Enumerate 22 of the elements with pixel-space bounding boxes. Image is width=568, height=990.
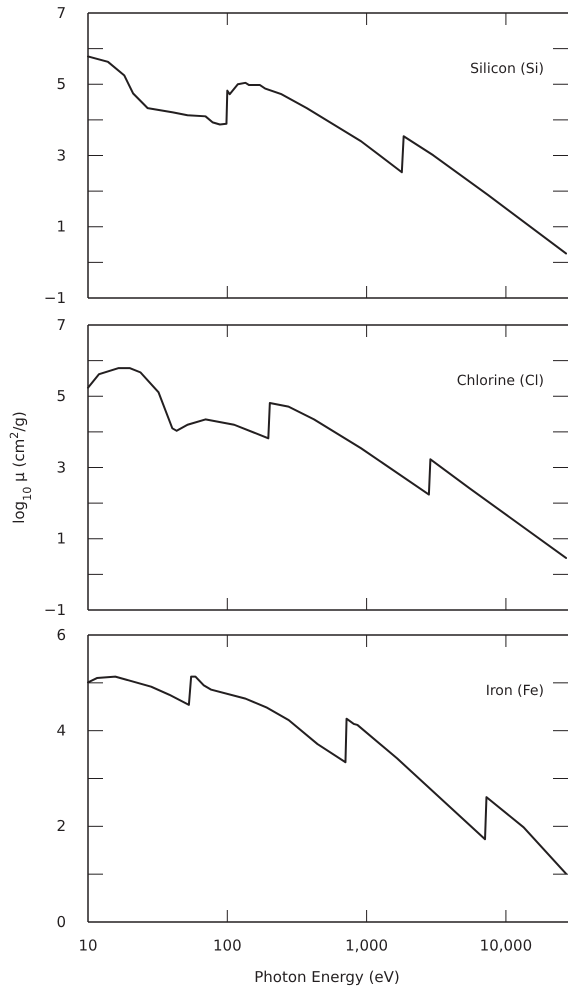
y-tick-label: 5 — [56, 387, 66, 406]
x-tick-label: 100 — [212, 936, 242, 955]
y-tick-label: 1 — [56, 218, 66, 236]
y-tick-label: 4 — [56, 721, 66, 740]
text: Silicon (Si) — [470, 61, 544, 77]
y-tick-label: 7 — [56, 316, 66, 334]
y-tick-label: 6 — [56, 626, 66, 644]
y-tick-label: 2 — [56, 817, 66, 836]
x-tick-label: 10 — [78, 936, 98, 955]
legend-label: Iron (Fe) — [486, 683, 544, 699]
y-tick-label: −1 — [44, 288, 66, 307]
y-tick-label: 3 — [56, 458, 66, 476]
y-tick-label: −1 — [44, 600, 66, 619]
x-axis-title: Photon Energy (eV) — [254, 968, 400, 986]
y-tick-label: 1 — [56, 530, 66, 548]
y-tick-label: 5 — [56, 75, 66, 94]
x-tick-label: 10,000 — [480, 936, 532, 955]
y-tick-label: 7 — [56, 4, 66, 22]
x-tick-label: 1,000 — [345, 936, 388, 955]
y-tick-label: 0 — [56, 912, 66, 931]
y-tick-label: 3 — [56, 146, 66, 164]
text: Chlorine (Cl) — [456, 373, 544, 389]
